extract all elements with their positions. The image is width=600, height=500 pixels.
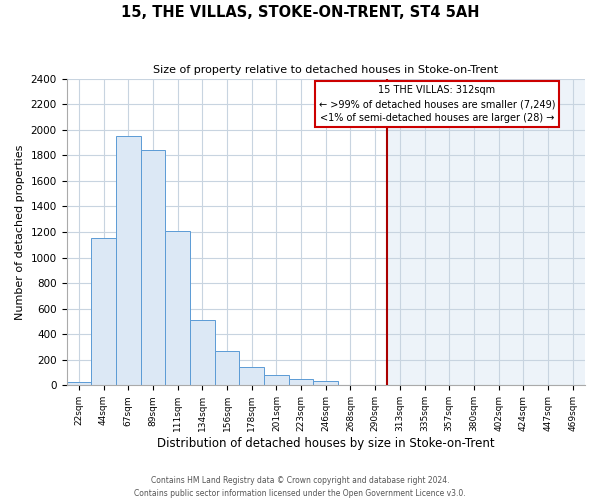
Bar [239, 367, 264, 386]
Bar [313, 381, 338, 386]
Y-axis label: Number of detached properties: Number of detached properties [15, 144, 25, 320]
Bar [67, 382, 91, 386]
Text: 15 THE VILLAS: 312sqm
← >99% of detached houses are smaller (7,249)
<1% of semi-: 15 THE VILLAS: 312sqm ← >99% of detached… [319, 85, 555, 123]
Bar [388, 384, 412, 386]
Bar [289, 379, 313, 386]
Bar [91, 238, 116, 386]
Bar [338, 384, 363, 386]
Bar [264, 375, 289, 386]
Bar [165, 230, 190, 386]
Bar [190, 320, 215, 386]
Bar [140, 150, 165, 386]
Bar [363, 384, 388, 386]
X-axis label: Distribution of detached houses by size in Stoke-on-Trent: Distribution of detached houses by size … [157, 437, 494, 450]
Bar [215, 352, 239, 386]
Text: Contains HM Land Registry data © Crown copyright and database right 2024.
Contai: Contains HM Land Registry data © Crown c… [134, 476, 466, 498]
Title: Size of property relative to detached houses in Stoke-on-Trent: Size of property relative to detached ho… [153, 65, 499, 75]
Text: 15, THE VILLAS, STOKE-ON-TRENT, ST4 5AH: 15, THE VILLAS, STOKE-ON-TRENT, ST4 5AH [121, 5, 479, 20]
Bar [388, 78, 585, 386]
Bar [116, 136, 140, 386]
